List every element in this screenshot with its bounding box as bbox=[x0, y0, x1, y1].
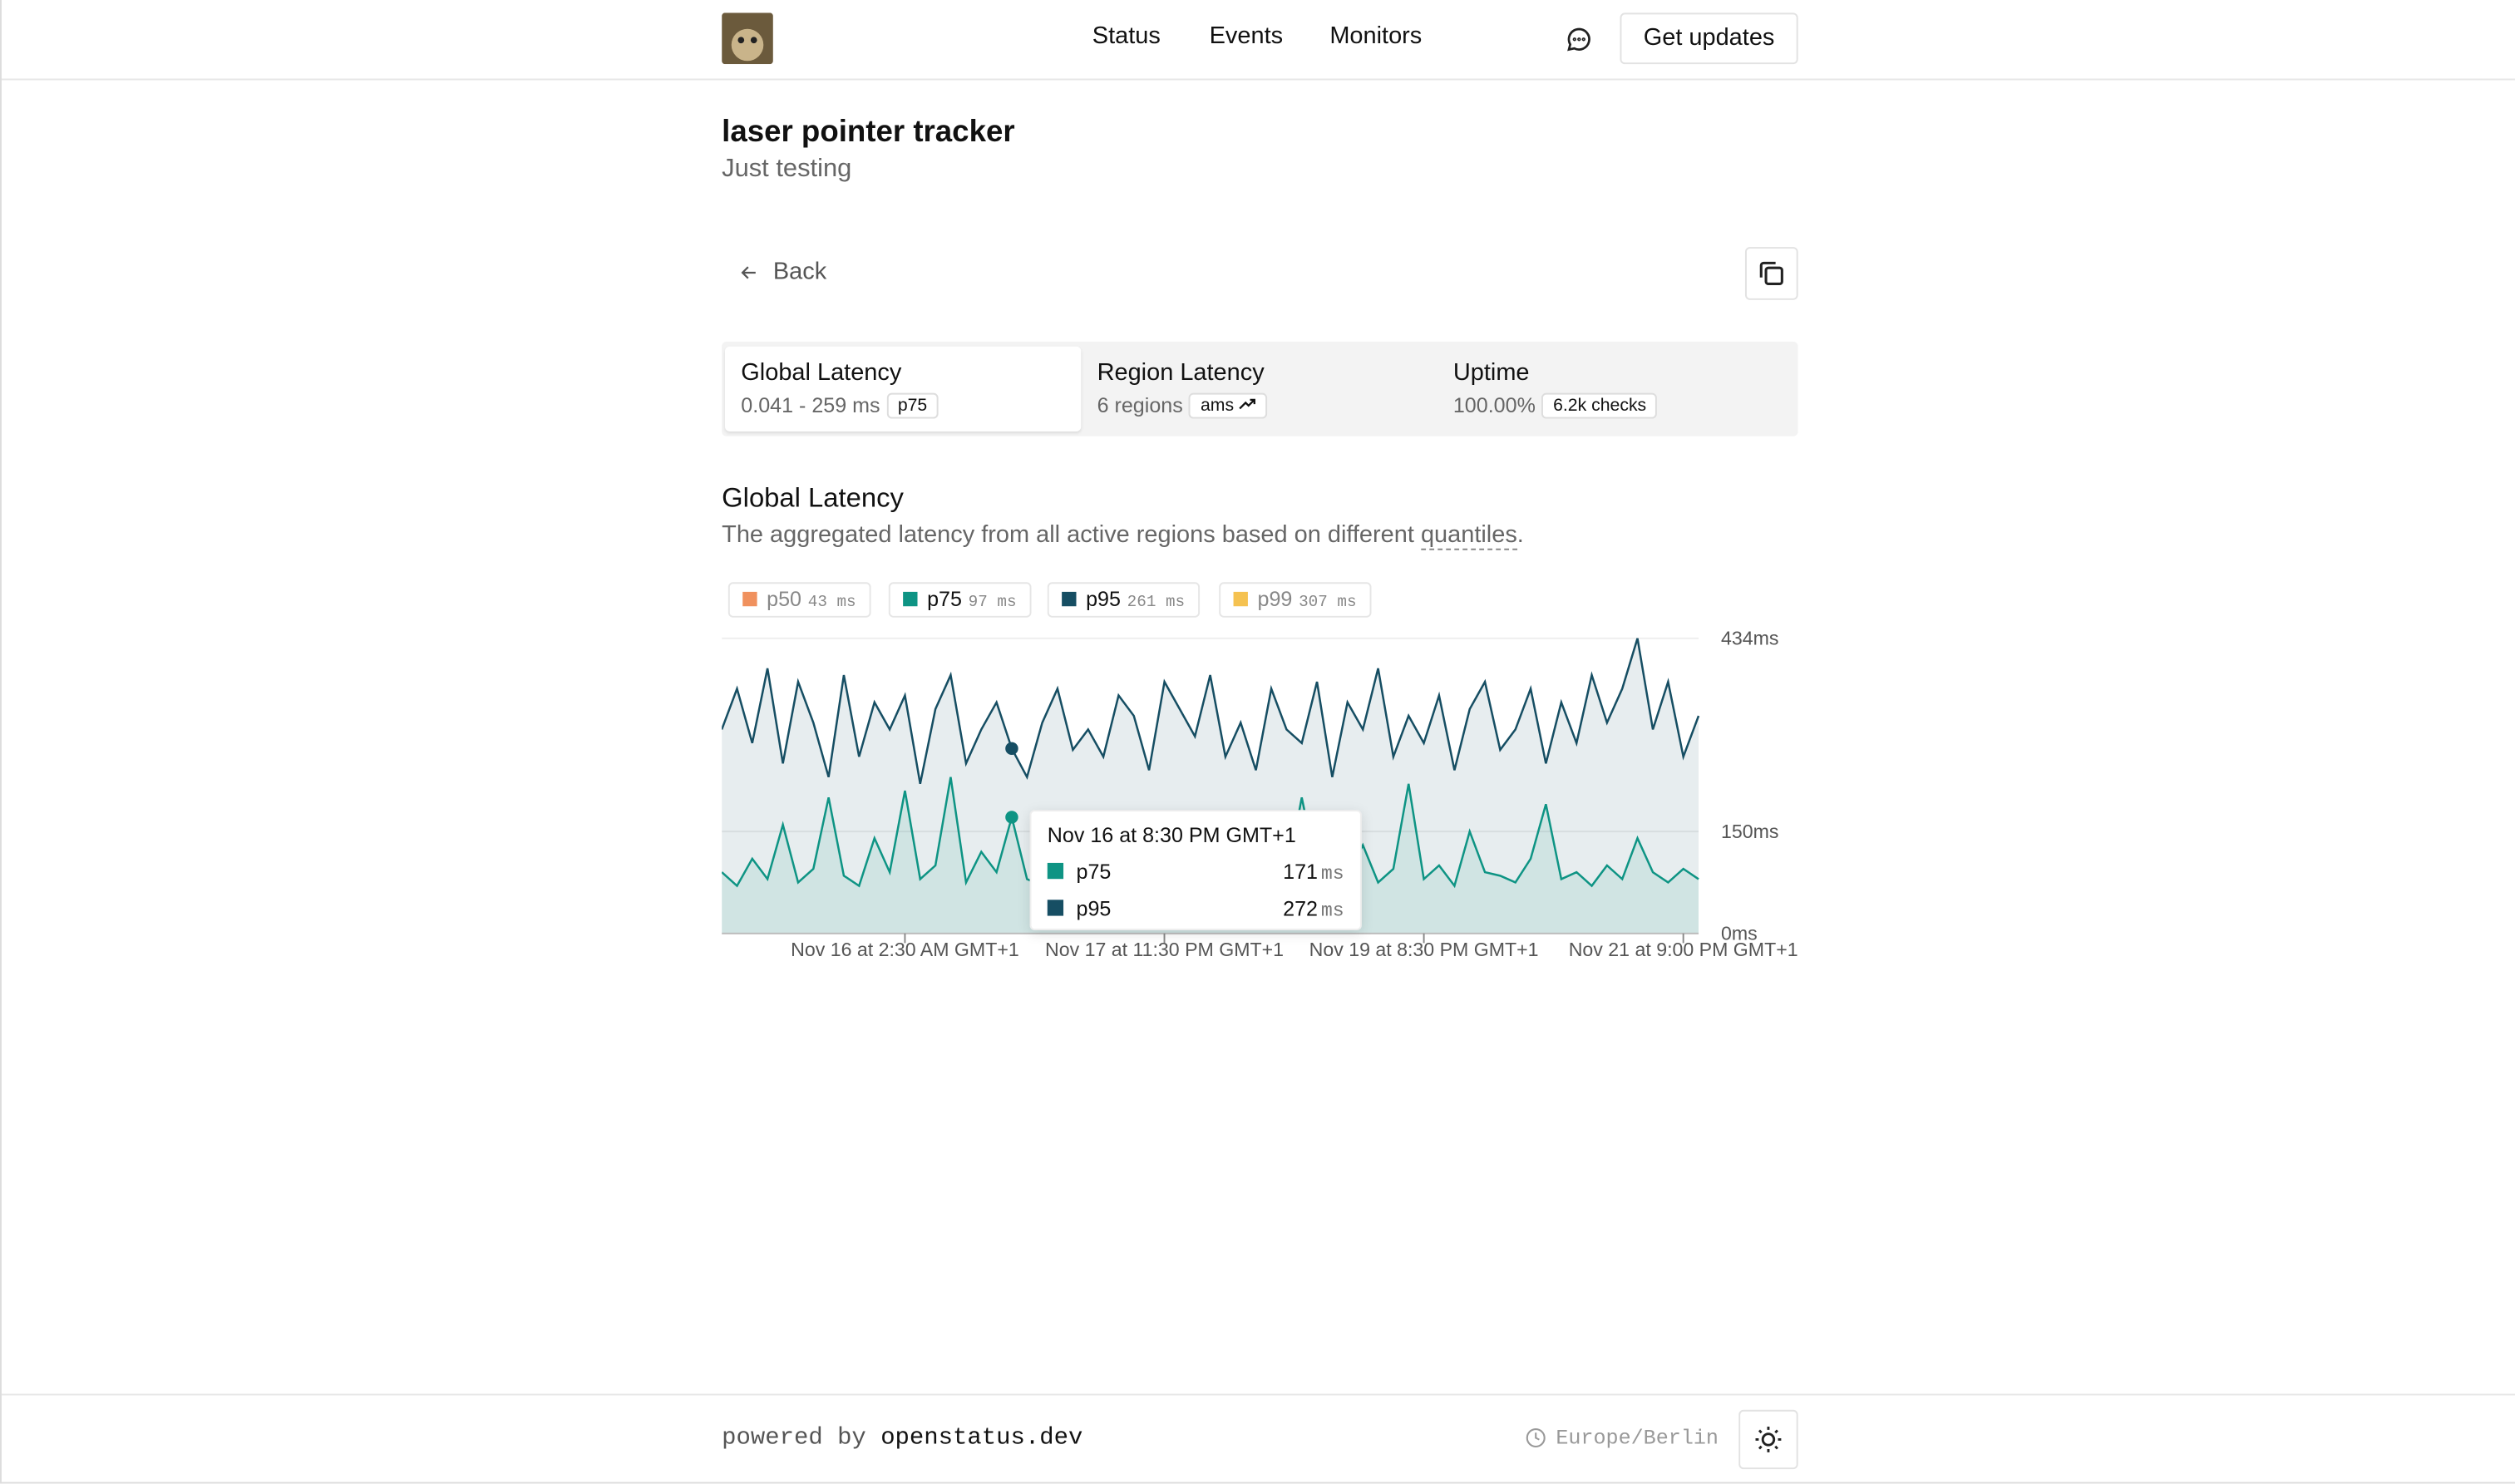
tab-title: Uptime bbox=[1452, 359, 1530, 387]
clock-icon bbox=[1526, 1428, 1546, 1448]
hover-dot bbox=[1005, 811, 1018, 824]
tooltip: Nov 16 at 8:30 PM GMT+1 p75 171 ms p95 272 ms bbox=[1029, 810, 1362, 930]
legend-swatch bbox=[742, 591, 757, 607]
chat-icon[interactable] bbox=[1566, 26, 1593, 53]
y-tick-label: 0ms bbox=[1721, 923, 1758, 944]
logo[interactable] bbox=[722, 12, 773, 65]
legend-name: p99 bbox=[1257, 587, 1293, 612]
tab-detail: 6 regions bbox=[1097, 392, 1183, 417]
y-tick-label: 150ms bbox=[1721, 821, 1778, 842]
series-area bbox=[722, 638, 1699, 934]
series-area bbox=[722, 777, 1699, 934]
tooltip-series: p75 bbox=[1076, 860, 1112, 884]
copy-icon bbox=[1759, 261, 1783, 286]
tab-title: Global Latency bbox=[741, 359, 902, 387]
x-tick-label: Nov 21 at 9:00 PM GMT+1 bbox=[1569, 939, 1798, 960]
legend-name: p95 bbox=[1086, 587, 1121, 612]
credit-prefix: powered by bbox=[722, 1424, 866, 1452]
latency-chart: 0ms 150ms 434ms Nov 16 at 2:30 AM GMT+1 Nov … bbox=[722, 628, 1798, 960]
header-divider bbox=[1, 78, 2515, 81]
footer-divider bbox=[1, 1393, 2515, 1396]
tooltip-value: 171 ms bbox=[1283, 860, 1344, 885]
tab[interactable]: Uptime 100.00% 6.2k checks bbox=[1453, 359, 1658, 420]
x-tick-label: Nov 16 at 2:30 AM GMT+1 bbox=[791, 939, 1019, 960]
legend-summary: 97 ms bbox=[968, 594, 1017, 613]
tooltip-swatch bbox=[1047, 862, 1064, 880]
legend-item[interactable]: p99 307 ms bbox=[1219, 582, 1371, 618]
hover-dot bbox=[1005, 742, 1018, 756]
tooltip-series: p95 bbox=[1076, 896, 1112, 921]
tooltip-value: 272 ms bbox=[1283, 896, 1344, 922]
tooltip-title: Nov 16 at 8:30 PM GMT+1 bbox=[1047, 822, 1296, 847]
section-title: Global Latency bbox=[722, 482, 904, 514]
tooltip-unit: ms bbox=[1320, 862, 1344, 885]
x-tick-label: Nov 19 at 8:30 PM GMT+1 bbox=[1309, 939, 1539, 960]
tab-detail: 0.041 - 259 ms bbox=[741, 392, 880, 417]
tooltip-unit: ms bbox=[1320, 900, 1344, 923]
description-end: . bbox=[1516, 520, 1524, 549]
legend-swatch bbox=[903, 591, 918, 607]
legend-swatch bbox=[1233, 591, 1248, 607]
legend-summary: 307 ms bbox=[1299, 594, 1357, 613]
legend-name: p75 bbox=[927, 587, 962, 612]
series-line bbox=[722, 638, 1700, 785]
copy-button[interactable] bbox=[1744, 247, 1798, 300]
tab[interactable]: Region Latency 6 regions ams bbox=[1097, 359, 1268, 420]
section-description: The aggregated latency from all active r… bbox=[722, 520, 1524, 550]
tooltip-number: 171 bbox=[1283, 860, 1319, 884]
x-tick-label: Nov 17 at 11:30 PM GMT+1 bbox=[1045, 939, 1284, 960]
nav-link[interactable]: Status bbox=[1092, 22, 1161, 50]
tab-badge: 6.2k checks bbox=[1541, 392, 1658, 419]
nav-link[interactable]: Monitors bbox=[1329, 22, 1423, 50]
quantiles-link[interactable]: quantiles bbox=[1420, 520, 1517, 550]
legend-summary: 43 ms bbox=[807, 594, 856, 613]
tooltip-swatch bbox=[1047, 900, 1064, 916]
tab-detail: 100.00% bbox=[1452, 392, 1536, 417]
page-subtitle: Just testing bbox=[722, 155, 852, 183]
tooltip-number: 272 bbox=[1283, 896, 1319, 921]
tab-badge: ams bbox=[1189, 392, 1268, 419]
legend-item[interactable]: p75 97 ms bbox=[888, 582, 1031, 618]
credit-brand[interactable]: openstatus.dev bbox=[880, 1424, 1083, 1452]
sun-icon bbox=[1755, 1427, 1782, 1452]
page-title: laser pointer tracker bbox=[722, 115, 1015, 150]
footer-credit: powered by openstatus.dev bbox=[722, 1424, 1082, 1452]
trend-icon bbox=[1239, 398, 1256, 410]
legend-item[interactable]: p95 261 ms bbox=[1047, 582, 1200, 618]
tab[interactable]: Global Latency 0.041 - 259 ms p75 bbox=[741, 359, 939, 420]
timezone: Europe/Berlin bbox=[1556, 1426, 1719, 1451]
legend-summary: 261 ms bbox=[1127, 594, 1186, 613]
y-tick-label: 434ms bbox=[1721, 628, 1778, 649]
nav-link[interactable]: Events bbox=[1209, 22, 1284, 50]
back-icon[interactable] bbox=[737, 261, 760, 283]
tab-title: Region Latency bbox=[1097, 359, 1265, 387]
legend-item[interactable]: p50 43 ms bbox=[727, 582, 871, 618]
badge-text: ams bbox=[1200, 396, 1235, 416]
get-updates-button[interactable]: Get updates bbox=[1620, 12, 1798, 65]
theme-toggle[interactable] bbox=[1738, 1409, 1798, 1470]
tab-badge: p75 bbox=[886, 392, 939, 419]
legend-name: p50 bbox=[767, 587, 802, 612]
description-text: The aggregated latency from all active r… bbox=[722, 520, 1421, 549]
back-link[interactable]: Back bbox=[772, 258, 827, 286]
legend-swatch bbox=[1062, 591, 1077, 607]
